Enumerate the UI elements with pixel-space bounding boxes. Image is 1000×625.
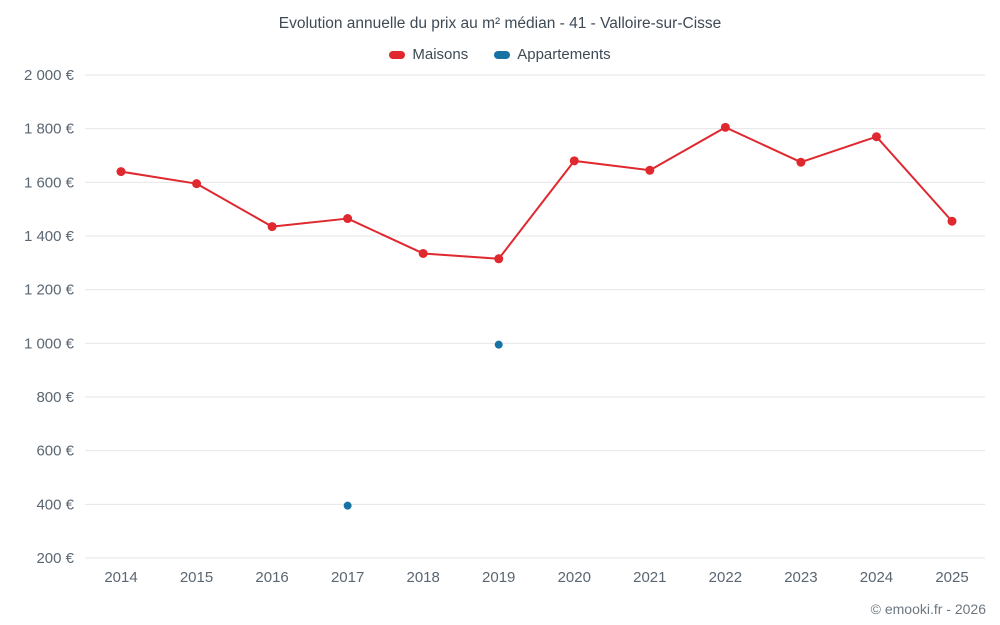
legend-item-maisons[interactable]: Maisons <box>389 46 468 63</box>
copyright: © emooki.fr - 2026 <box>870 601 986 617</box>
data-point-maisons-2017[interactable] <box>343 214 353 224</box>
data-point-maisons-2016[interactable] <box>267 222 277 232</box>
data-point-appartements-2017[interactable] <box>343 501 352 510</box>
data-point-maisons-2025[interactable] <box>947 216 957 226</box>
y-axis-tick-label: 1 600 € <box>24 174 75 191</box>
y-axis-tick-label: 800 € <box>36 389 74 406</box>
maisons-swatch-icon <box>389 50 406 59</box>
y-axis-tick-label: 1 400 € <box>24 228 75 245</box>
y-axis-tick-label: 600 € <box>36 443 74 460</box>
x-axis-tick-label: 2025 <box>935 569 968 586</box>
x-axis-tick-label: 2018 <box>406 569 439 586</box>
chart-legend: Maisons Appartements <box>0 46 1000 63</box>
data-point-maisons-2023[interactable] <box>796 157 806 167</box>
series-line-maisons <box>120 126 953 260</box>
y-axis-tick-label: 400 € <box>36 496 74 513</box>
x-axis-tick-label: 2024 <box>860 569 893 586</box>
x-axis-tick-label: 2014 <box>104 569 137 586</box>
data-point-appartements-2019[interactable] <box>494 340 503 349</box>
x-axis-tick-label: 2023 <box>784 569 817 586</box>
x-axis-tick-label: 2019 <box>482 569 515 586</box>
data-point-maisons-2021[interactable] <box>645 165 655 175</box>
x-axis-tick-label: 2022 <box>709 569 742 586</box>
y-axis-tick-label: 1 200 € <box>24 282 75 299</box>
data-point-maisons-2014[interactable] <box>116 167 126 177</box>
data-point-maisons-2015[interactable] <box>192 179 202 189</box>
data-point-maisons-2018[interactable] <box>418 248 428 258</box>
x-axis-tick-label: 2017 <box>331 569 364 586</box>
y-axis-tick-label: 200 € <box>36 550 74 567</box>
data-point-maisons-2022[interactable] <box>720 122 730 132</box>
y-axis-tick-label: 1 800 € <box>24 121 75 138</box>
legend-label-maisons: Maisons <box>412 46 469 63</box>
x-axis-tick-label: 2021 <box>633 569 666 586</box>
chart-title: Evolution annuelle du prix au m² médian … <box>278 15 722 32</box>
appartements-swatch-icon <box>494 50 511 59</box>
y-axis-tick-label: 1 000 € <box>24 335 75 352</box>
x-axis-tick-label: 2015 <box>180 569 213 586</box>
data-point-maisons-2024[interactable] <box>871 132 881 142</box>
legend-label-appartements: Appartements <box>517 46 611 63</box>
x-axis-tick-label: 2020 <box>558 569 591 586</box>
data-point-maisons-2019[interactable] <box>494 254 504 264</box>
x-axis-tick-label: 2016 <box>255 569 288 586</box>
y-axis-tick-label: 2 000 € <box>24 67 75 84</box>
data-point-maisons-2020[interactable] <box>569 156 579 166</box>
legend-item-appartements[interactable]: Appartements <box>494 46 611 63</box>
